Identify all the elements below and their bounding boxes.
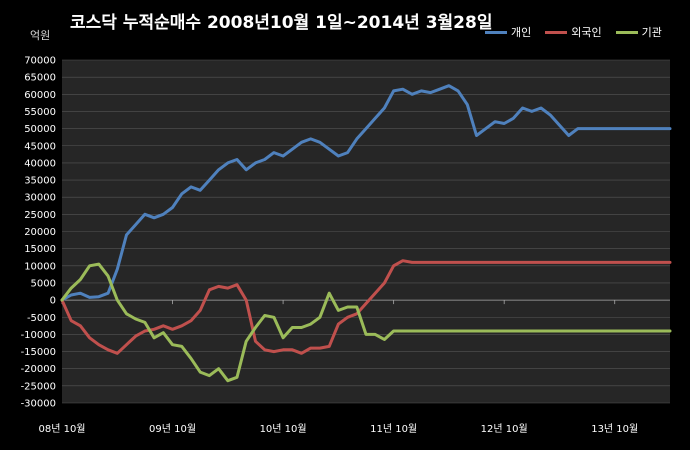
legend: 개인 외국인 기관 <box>485 24 662 40</box>
series-line-1 <box>60 259 672 355</box>
legend-item-foreign: 외국인 <box>545 24 602 40</box>
y-tick-label: 45000 <box>24 141 56 152</box>
legend-label-foreign: 외국인 <box>571 26 602 39</box>
x-tick-label: 09년 10월 <box>149 423 196 435</box>
y-axis-unit-label: 억원 <box>30 29 51 42</box>
y-tick-label: 20000 <box>24 227 56 238</box>
x-tick-label: 13년 10월 <box>591 423 638 435</box>
y-tick-label: -15000 <box>21 347 56 358</box>
x-tick-label: 08년 10월 <box>38 423 85 435</box>
y-tick-label: -30000 <box>21 399 56 410</box>
legend-label-institution: 기관 <box>641 26 662 39</box>
legend-swatch-foreign <box>545 30 568 34</box>
y-tick-label: -25000 <box>21 381 56 392</box>
y-tick-label: 55000 <box>24 107 56 118</box>
series-line-2 <box>60 262 672 383</box>
legend-swatch-individual <box>485 30 507 34</box>
y-tick-label: 30000 <box>24 193 56 204</box>
y-tick-label: 0 <box>50 296 56 307</box>
y-tick-label: 50000 <box>24 124 56 135</box>
y-tick-label: -5000 <box>27 313 56 324</box>
y-tick-label: -20000 <box>21 364 56 375</box>
legend-item-individual: 개인 <box>485 24 531 40</box>
y-tick-label: 5000 <box>31 278 56 289</box>
legend-swatch-institution <box>615 30 638 34</box>
y-tick-label: 10000 <box>24 261 56 272</box>
y-tick-label: 35000 <box>24 176 56 187</box>
chart-title: 코스닥 누적순매수 2008년10월 1일~2014년 3월28일 <box>70 13 493 33</box>
x-tick-label: 11년 10월 <box>370 423 417 435</box>
y-tick-label: 25000 <box>24 210 56 221</box>
x-tick-label: 12년 10월 <box>481 423 528 435</box>
series-line-0 <box>60 84 672 302</box>
y-tick-label: 65000 <box>24 73 56 84</box>
y-tick-label: 15000 <box>24 244 56 255</box>
x-tick-label: 10년 10월 <box>260 423 307 435</box>
y-tick-label: -10000 <box>21 330 56 341</box>
y-tick-label: 60000 <box>24 90 56 101</box>
legend-label-individual: 개인 <box>511 26 532 39</box>
y-tick-label: 70000 <box>24 56 56 67</box>
legend-item-institution: 기관 <box>615 24 662 40</box>
y-tick-label: 40000 <box>24 158 56 169</box>
